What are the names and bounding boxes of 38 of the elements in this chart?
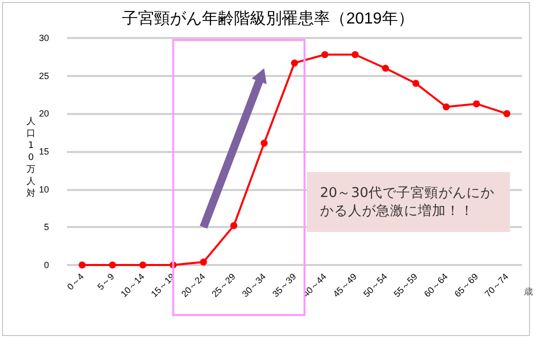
point bbox=[412, 80, 420, 87]
y-tick-label: 5 bbox=[44, 222, 49, 232]
point bbox=[109, 262, 116, 268]
y-tick-label: 10 bbox=[38, 184, 49, 194]
y-tick-label: 0 bbox=[44, 260, 49, 270]
point bbox=[473, 100, 480, 108]
point bbox=[352, 51, 359, 58]
x-tick-label: 70～74 bbox=[482, 271, 510, 300]
point bbox=[139, 262, 146, 268]
point bbox=[78, 262, 86, 268]
point bbox=[230, 222, 238, 230]
x-tick-label: 0～4 bbox=[65, 271, 86, 292]
x-tick-label: 35～39 bbox=[270, 271, 298, 300]
point bbox=[200, 258, 207, 266]
x-tick-label: 55～59 bbox=[392, 271, 420, 300]
point bbox=[260, 140, 268, 147]
x-tick-label: 60～64 bbox=[422, 271, 450, 300]
point bbox=[382, 64, 389, 72]
point bbox=[291, 59, 298, 66]
point bbox=[321, 51, 328, 58]
point bbox=[442, 103, 450, 110]
y-axis-title: 人口10万人対 bbox=[26, 116, 36, 200]
x-tick-label: 20～24 bbox=[179, 271, 208, 300]
annotation: 20～30代で子宮頸がんにかかる人が急激に増加！！ bbox=[307, 172, 510, 232]
chart-title: 子宮頸がん年齢階級別罹患率（2019年） bbox=[122, 10, 414, 28]
x-tick-label: 50～54 bbox=[361, 271, 390, 300]
point bbox=[503, 110, 510, 118]
x-tick-label: 10～14 bbox=[118, 271, 146, 300]
x-tick-label: 25～29 bbox=[210, 271, 238, 300]
x-tick-label: 5～9 bbox=[96, 271, 116, 292]
y-tick-label: 20 bbox=[38, 108, 49, 119]
x-tick-label: 30～34 bbox=[240, 271, 268, 300]
y-tick-label: 25 bbox=[38, 70, 49, 81]
x-tick-label: 45～49 bbox=[331, 271, 359, 300]
x-axis-title: 歳 bbox=[524, 286, 533, 296]
y-tick-label: 30 bbox=[38, 33, 49, 43]
x-tick-label: 65～69 bbox=[452, 271, 480, 300]
y-tick-label: 15 bbox=[38, 146, 49, 156]
